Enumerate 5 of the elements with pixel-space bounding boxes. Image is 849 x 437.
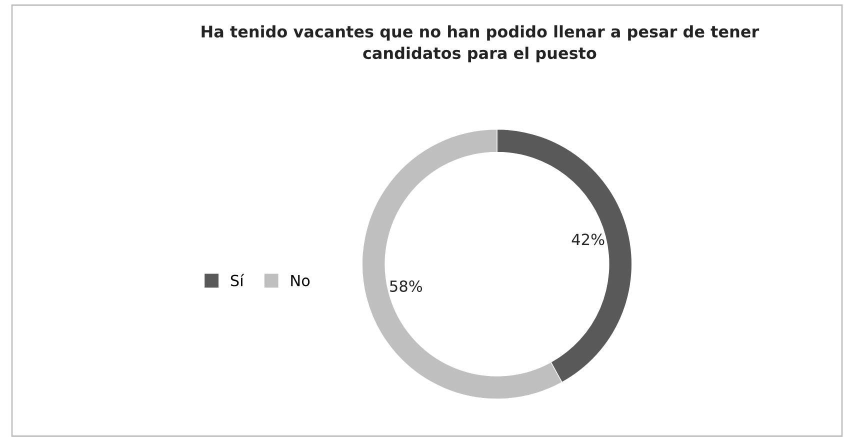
data-label: 42% (572, 234, 604, 246)
chart-title: Ha tenido vacantes que no han podido llenar a pesar de tener candidatos para el puesto (202, 25, 760, 62)
legend-label: No (291, 274, 310, 286)
data-label: 58% (390, 280, 422, 292)
legend-label: Sí (230, 274, 244, 286)
